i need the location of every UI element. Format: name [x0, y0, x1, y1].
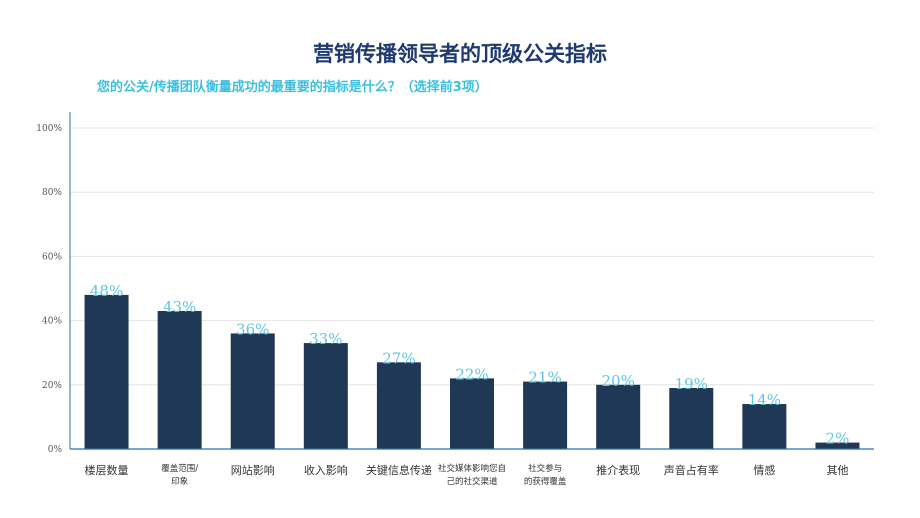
- value-label: 20%: [602, 372, 635, 390]
- value-labels: 48% 43% 36% 33% 27% 22% 21% 20% 19% 14% 2%: [90, 282, 849, 448]
- x-tick-label: 社交媒体影响您自己的社交渠道: [438, 463, 506, 487]
- x-tick-label: 楼层数量: [85, 463, 129, 477]
- x-tick-label-line: 覆盖范围/: [161, 463, 198, 474]
- value-label: 14%: [748, 391, 781, 409]
- x-tick-label: 其他: [826, 464, 848, 477]
- x-tick-label-line: 社交媒体影响您自: [438, 463, 506, 474]
- y-tick-label: 60%: [42, 252, 62, 262]
- x-tick-label-line: 网站影响: [231, 463, 275, 477]
- x-tick-label: 关键信息传递: [366, 463, 432, 477]
- y-axis-ticks: 0% 20% 40% 60% 80% 100%: [36, 124, 62, 455]
- bar: [450, 378, 494, 449]
- x-tick-label: 网站影响: [231, 463, 275, 477]
- x-tick-label-line: 己的社交渠道: [446, 476, 498, 487]
- bar: [303, 343, 348, 449]
- y-tick-label: 20%: [42, 381, 62, 391]
- chart-title: 营销传播领导者的顶级公关指标: [313, 42, 607, 66]
- chart-subtitle: 您的公关/传播团队衡量成功的最重要的指标是什么？（选择前3项）: [97, 80, 488, 95]
- x-tick-label-line: 收入影响: [304, 463, 348, 477]
- x-tick-label-line: 其他: [826, 464, 848, 477]
- x-tick-label: 覆盖范围/印象: [161, 463, 198, 487]
- bar: [84, 294, 129, 449]
- y-tick-label: 40%: [42, 317, 62, 327]
- value-label: 2%: [826, 430, 850, 448]
- x-tick-label: 收入影响: [304, 463, 348, 477]
- bar: [742, 404, 787, 449]
- x-tick-label-line: 社交参与: [528, 463, 562, 474]
- value-label: 33%: [309, 330, 342, 348]
- bar: [230, 333, 275, 449]
- x-tick-label: 社交参与的获得覆盖: [524, 463, 567, 487]
- x-tick-label-line: 声音占有率: [664, 463, 719, 477]
- value-label: 19%: [675, 375, 708, 393]
- bar: [596, 384, 641, 449]
- x-tick-label: 情感: [753, 464, 775, 477]
- value-label: 36%: [236, 320, 269, 338]
- x-tick-label-line: 楼层数量: [85, 463, 129, 477]
- bar: [157, 310, 202, 449]
- y-tick-label: 100%: [36, 124, 62, 134]
- bar: [669, 388, 714, 449]
- y-tick-label: 80%: [42, 188, 62, 198]
- x-tick-label-line: 情感: [753, 464, 775, 477]
- x-tick-label-line: 关键信息传递: [366, 463, 432, 477]
- x-tick-label-line: 的获得覆盖: [524, 476, 567, 487]
- y-tick-label: 0%: [48, 445, 63, 455]
- x-tick-label: 声音占有率: [664, 463, 719, 477]
- value-label: 43%: [163, 298, 196, 316]
- value-label: 21%: [528, 369, 561, 387]
- bar: [523, 381, 568, 449]
- bars: [84, 294, 860, 449]
- x-tick-label-line: 印象: [171, 476, 189, 487]
- x-tick-label-line: 推介表现: [596, 463, 640, 477]
- bar: [376, 362, 421, 449]
- x-tick-label: 推介表现: [596, 463, 640, 477]
- value-label: 22%: [455, 365, 488, 383]
- value-label: 48%: [90, 282, 123, 300]
- bar: [815, 442, 860, 449]
- value-label: 27%: [382, 349, 415, 367]
